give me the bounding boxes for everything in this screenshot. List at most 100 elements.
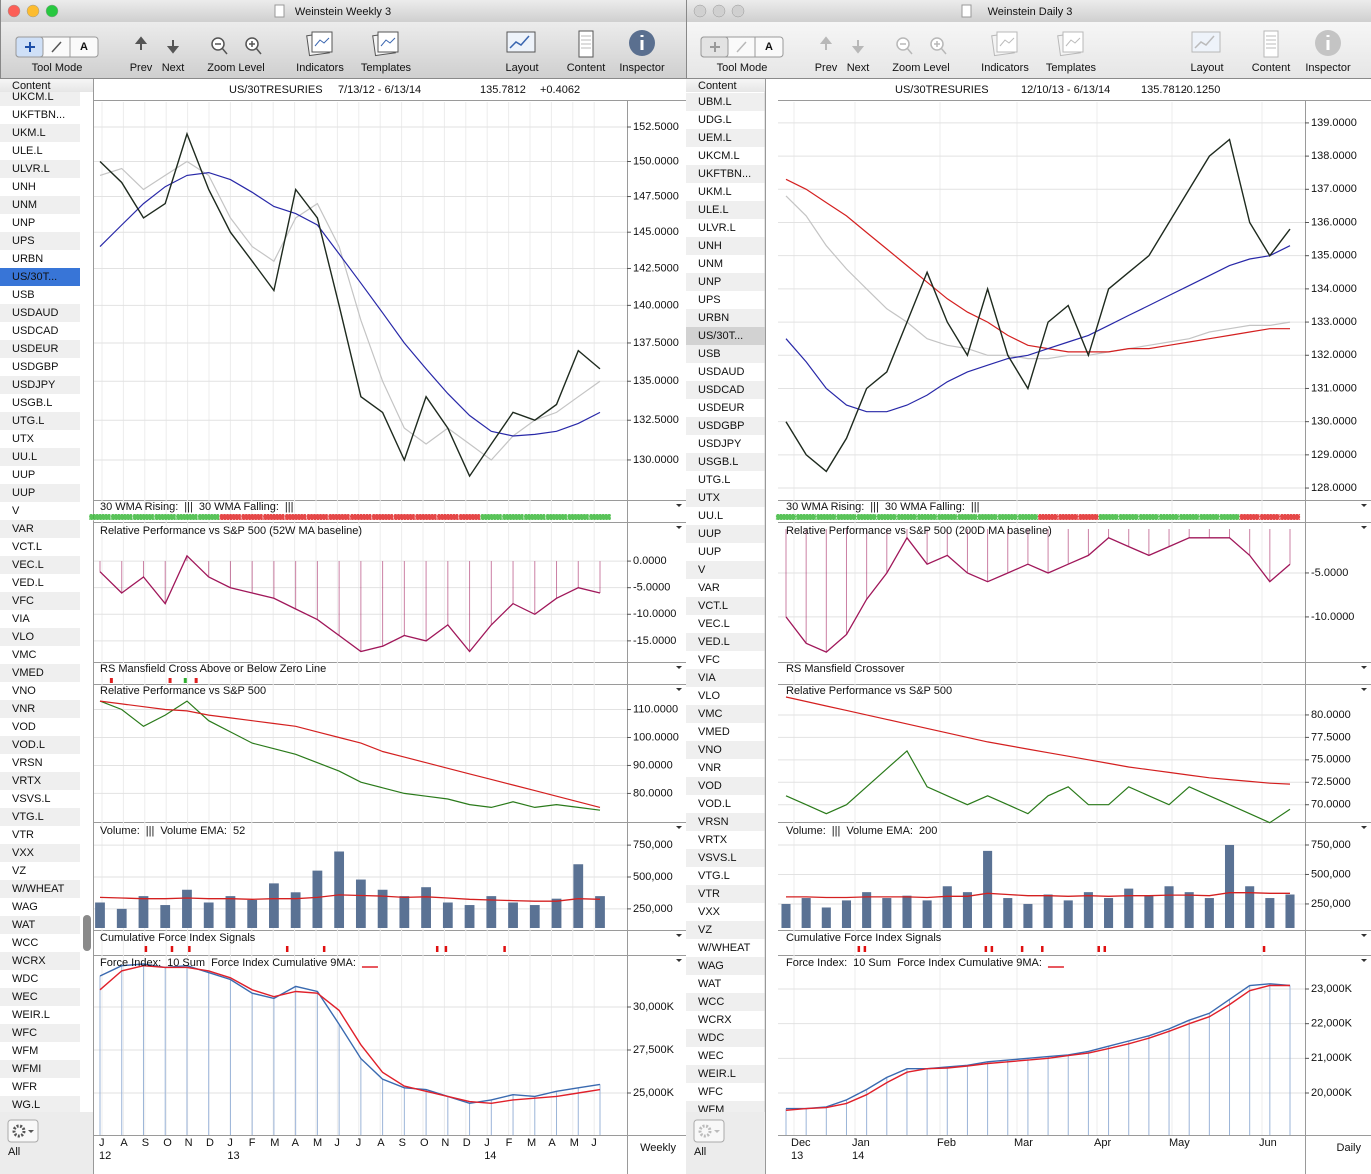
list-row[interactable]: VLO bbox=[686, 687, 765, 705]
list-row[interactable]: UKFTBN... bbox=[0, 106, 80, 124]
action-button[interactable] bbox=[7, 1119, 39, 1143]
list-row[interactable]: UNP bbox=[686, 273, 765, 291]
list-row[interactable]: VED.L bbox=[686, 633, 765, 651]
list-row[interactable]: VEC.L bbox=[686, 615, 765, 633]
list-row[interactable]: VOD.L bbox=[0, 736, 80, 754]
window-control[interactable] bbox=[45, 4, 59, 18]
list-row[interactable]: WCRX bbox=[0, 952, 80, 970]
list-row[interactable]: WFC bbox=[686, 1083, 765, 1101]
list-row[interactable]: UNH bbox=[686, 237, 765, 255]
list-row[interactable]: VCT.L bbox=[0, 538, 80, 556]
list-row[interactable]: VRSN bbox=[0, 754, 80, 772]
toolbar-button[interactable] bbox=[896, 37, 947, 55]
list-row[interactable]: VTR bbox=[686, 885, 765, 903]
list-row[interactable]: ULVR.L bbox=[0, 160, 80, 178]
list-row[interactable]: ULE.L bbox=[0, 142, 80, 160]
list-row[interactable]: VED.L bbox=[0, 574, 80, 592]
list-row[interactable]: VRTX bbox=[686, 831, 765, 849]
list-row[interactable]: WFC bbox=[0, 1024, 80, 1042]
list-row[interactable]: VSVS.L bbox=[686, 849, 765, 867]
list-row[interactable]: VNO bbox=[686, 741, 765, 759]
list-row[interactable]: WG.L bbox=[0, 1096, 80, 1114]
list-row[interactable]: USB bbox=[0, 286, 80, 304]
pane-menu[interactable] bbox=[1361, 526, 1367, 529]
toolbar-button[interactable] bbox=[1057, 31, 1084, 57]
list-row[interactable]: UKFTBN... bbox=[686, 165, 765, 183]
list-row[interactable]: UUP bbox=[0, 484, 80, 502]
list-row[interactable]: USDAUD bbox=[686, 363, 765, 381]
list-row[interactable]: USDCAD bbox=[686, 381, 765, 399]
list-row[interactable]: ULE.L bbox=[686, 201, 765, 219]
list-row[interactable]: WFM bbox=[0, 1042, 80, 1060]
list-row[interactable]: US/30T... bbox=[0, 268, 80, 286]
list-row[interactable]: VOD.L bbox=[686, 795, 765, 813]
list-row[interactable]: WFMI bbox=[0, 1060, 80, 1078]
list-row[interactable]: UU.L bbox=[686, 507, 765, 525]
window-control[interactable] bbox=[712, 4, 726, 18]
pane-menu[interactable] bbox=[676, 666, 682, 669]
list-row[interactable]: W/WHEAT bbox=[0, 880, 80, 898]
list-row[interactable]: US/30T... bbox=[686, 327, 765, 345]
list-row[interactable]: VMED bbox=[0, 664, 80, 682]
list-row[interactable]: UNP bbox=[0, 214, 80, 232]
pane-menu[interactable] bbox=[676, 526, 682, 529]
list-row[interactable]: UBM.L bbox=[686, 93, 765, 111]
list-row[interactable]: WAG bbox=[686, 957, 765, 975]
pane-menu[interactable] bbox=[676, 934, 682, 937]
toolbar-button[interactable] bbox=[991, 31, 1018, 57]
toolbar-button[interactable] bbox=[578, 30, 594, 58]
toolbar-button[interactable] bbox=[506, 31, 536, 53]
pane-menu[interactable] bbox=[1361, 959, 1367, 962]
list-row[interactable]: VAR bbox=[0, 520, 80, 538]
list-row[interactable]: WDC bbox=[0, 970, 80, 988]
window-control[interactable] bbox=[7, 4, 21, 18]
list-row[interactable]: VFC bbox=[0, 592, 80, 610]
list-row[interactable]: VMC bbox=[686, 705, 765, 723]
list-row[interactable]: UUP bbox=[686, 543, 765, 561]
list-row[interactable]: VNR bbox=[686, 759, 765, 777]
list-row[interactable]: UEM.L bbox=[686, 129, 765, 147]
toolbar-button[interactable] bbox=[134, 36, 148, 50]
toolbar-button[interactable]: A bbox=[15, 36, 99, 58]
list-row[interactable]: UTX bbox=[686, 489, 765, 507]
list-row[interactable]: UKM.L bbox=[686, 183, 765, 201]
pane-menu[interactable] bbox=[676, 688, 682, 691]
toolbar-button[interactable] bbox=[372, 31, 399, 57]
list-row[interactable]: USDCAD bbox=[0, 322, 80, 340]
list-row[interactable]: URBN bbox=[686, 309, 765, 327]
toolbar-button[interactable] bbox=[1315, 30, 1341, 56]
list-row[interactable]: VCT.L bbox=[686, 597, 765, 615]
toolbar-button[interactable] bbox=[1263, 30, 1279, 58]
list-row[interactable]: USDJPY bbox=[686, 435, 765, 453]
list-row[interactable]: USDEUR bbox=[686, 399, 765, 417]
toolbar-button[interactable] bbox=[211, 37, 262, 55]
list-row[interactable]: VXX bbox=[686, 903, 765, 921]
list-row[interactable]: VRTX bbox=[0, 772, 80, 790]
list-row[interactable]: VTG.L bbox=[0, 808, 80, 826]
list-row[interactable]: USDEUR bbox=[0, 340, 80, 358]
list-row[interactable]: UPS bbox=[686, 291, 765, 309]
list-row[interactable]: WEIR.L bbox=[0, 1006, 80, 1024]
list-row[interactable]: UU.L bbox=[0, 448, 80, 466]
list-row[interactable]: USGB.L bbox=[686, 453, 765, 471]
pane-menu[interactable] bbox=[1361, 826, 1367, 829]
pane-menu[interactable] bbox=[1361, 934, 1367, 937]
list-row[interactable]: URBN bbox=[0, 250, 80, 268]
list-row[interactable]: USB bbox=[686, 345, 765, 363]
list-row[interactable]: WAT bbox=[686, 975, 765, 993]
list-row[interactable]: VZ bbox=[686, 921, 765, 939]
list-row[interactable]: WEIR.L bbox=[686, 1065, 765, 1083]
list-row[interactable]: VIA bbox=[686, 669, 765, 687]
list-row[interactable]: UPS bbox=[0, 232, 80, 250]
list-row[interactable]: WEC bbox=[0, 988, 80, 1006]
list-row[interactable]: VFC bbox=[686, 651, 765, 669]
list-row[interactable]: UKM.L bbox=[0, 124, 80, 142]
window-control[interactable] bbox=[731, 4, 745, 18]
toolbar-button[interactable] bbox=[819, 36, 833, 50]
pane-menu[interactable] bbox=[1361, 504, 1367, 507]
list-row[interactable]: V bbox=[686, 561, 765, 579]
list-row[interactable]: WCRX bbox=[686, 1011, 765, 1029]
pane-menu[interactable] bbox=[676, 959, 682, 962]
list-row[interactable]: UTX bbox=[0, 430, 80, 448]
list-row[interactable]: VZ bbox=[0, 862, 80, 880]
